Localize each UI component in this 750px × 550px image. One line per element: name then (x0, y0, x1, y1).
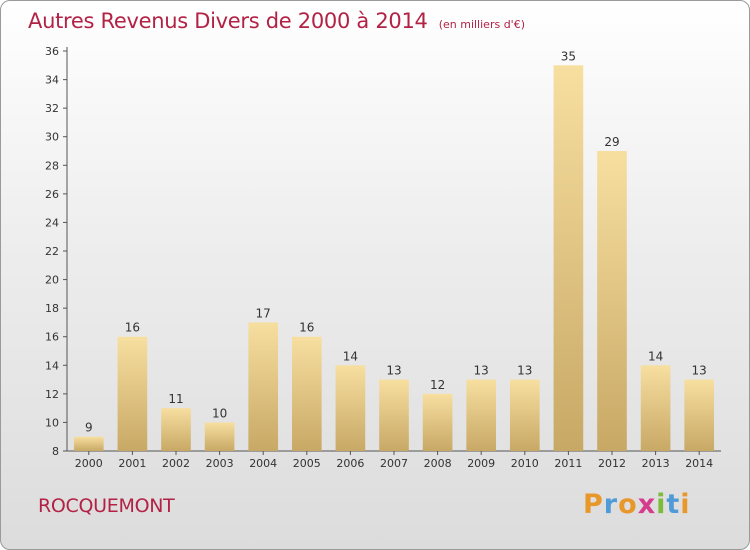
x-tick-label: 2006 (336, 457, 364, 470)
brand-letter: o (618, 489, 638, 520)
bar (248, 322, 279, 451)
x-tick-label: 2003 (206, 457, 234, 470)
x-tick-label: 2002 (162, 457, 190, 470)
x-tick-label: 2009 (467, 457, 495, 470)
x-tick-label: 2010 (511, 457, 539, 470)
y-tick-label: 36 (45, 45, 59, 58)
y-tick-label: 20 (45, 274, 59, 287)
data-label: 13 (474, 364, 489, 378)
data-label: 9 (85, 421, 93, 435)
x-tick-label: 2011 (554, 457, 582, 470)
y-tick-label: 22 (45, 245, 59, 258)
y-tick-label: 28 (45, 159, 59, 172)
data-label: 13 (517, 364, 532, 378)
brand-letter: x (637, 489, 657, 520)
x-tick-label: 2007 (380, 457, 408, 470)
bar (509, 379, 540, 451)
y-tick-label: 14 (45, 359, 59, 372)
bar (291, 336, 322, 451)
bar (597, 151, 627, 451)
brand-letter: t (666, 489, 681, 520)
data-label: 29 (604, 135, 619, 149)
data-label: 13 (692, 364, 707, 378)
brand-letter: r (603, 489, 619, 520)
y-tick-label: 18 (45, 302, 59, 315)
bar (466, 379, 497, 451)
brand-letter: i (656, 489, 667, 520)
x-tick-label: 2005 (293, 457, 321, 470)
bar (640, 365, 671, 451)
bar (422, 393, 453, 451)
y-tick-label: 32 (45, 102, 59, 115)
x-tick-label: 2000 (75, 457, 103, 470)
bar (684, 379, 715, 451)
chart-header: Autres Revenus Divers de 2000 à 2014 (en… (28, 9, 525, 33)
y-tick-label: 12 (45, 388, 59, 401)
data-label: 16 (299, 321, 314, 335)
data-label: 14 (648, 349, 663, 363)
data-label: 35 (561, 49, 576, 63)
bar (553, 65, 584, 452)
y-tick-label: 10 (45, 416, 59, 429)
bar (117, 336, 148, 451)
x-tick-label: 2012 (598, 457, 626, 470)
x-tick-label: 2008 (424, 457, 452, 470)
chart-data-labels: 9 16 11 10 17 16 14 13 12 13 13 35 29 14 13 (85, 49, 707, 434)
chart-bars (73, 65, 715, 452)
bar (161, 408, 191, 451)
x-tick-label: 2001 (118, 457, 146, 470)
data-label: 11 (168, 392, 183, 406)
y-tick-label: 30 (45, 131, 59, 144)
data-label: 14 (343, 349, 358, 363)
x-tick-label: 2013 (642, 457, 670, 470)
chart-axes: 8 10 12 14 16 18 20 22 24 26 28 30 32 34 36 2000 2001 200… (45, 45, 721, 470)
data-label: 17 (256, 306, 271, 320)
bar (73, 436, 104, 451)
brand-letter: i (680, 489, 691, 520)
brand-letter: P (583, 489, 604, 520)
chart-unit: (en milliers d'€) (438, 18, 525, 31)
y-tick-label: 8 (52, 445, 59, 458)
y-tick-label: 24 (45, 216, 59, 229)
data-label: 12 (430, 378, 445, 392)
x-tick-label: 2014 (685, 457, 713, 470)
y-tick-label: 26 (45, 188, 59, 201)
bar (335, 365, 366, 451)
brand-logo: Proxiti (583, 489, 691, 520)
data-label: 13 (386, 364, 401, 378)
y-tick-label: 34 (45, 74, 59, 87)
commune-name: ROCQUEMONT (38, 495, 175, 517)
data-label: 16 (125, 321, 140, 335)
bar (204, 422, 235, 451)
y-tick-label: 16 (45, 331, 59, 344)
chart-title: Autres Revenus Divers de 2000 à 2014 (28, 9, 428, 33)
bar (379, 379, 409, 451)
data-label: 10 (212, 406, 227, 420)
x-tick-label: 2004 (249, 457, 277, 470)
